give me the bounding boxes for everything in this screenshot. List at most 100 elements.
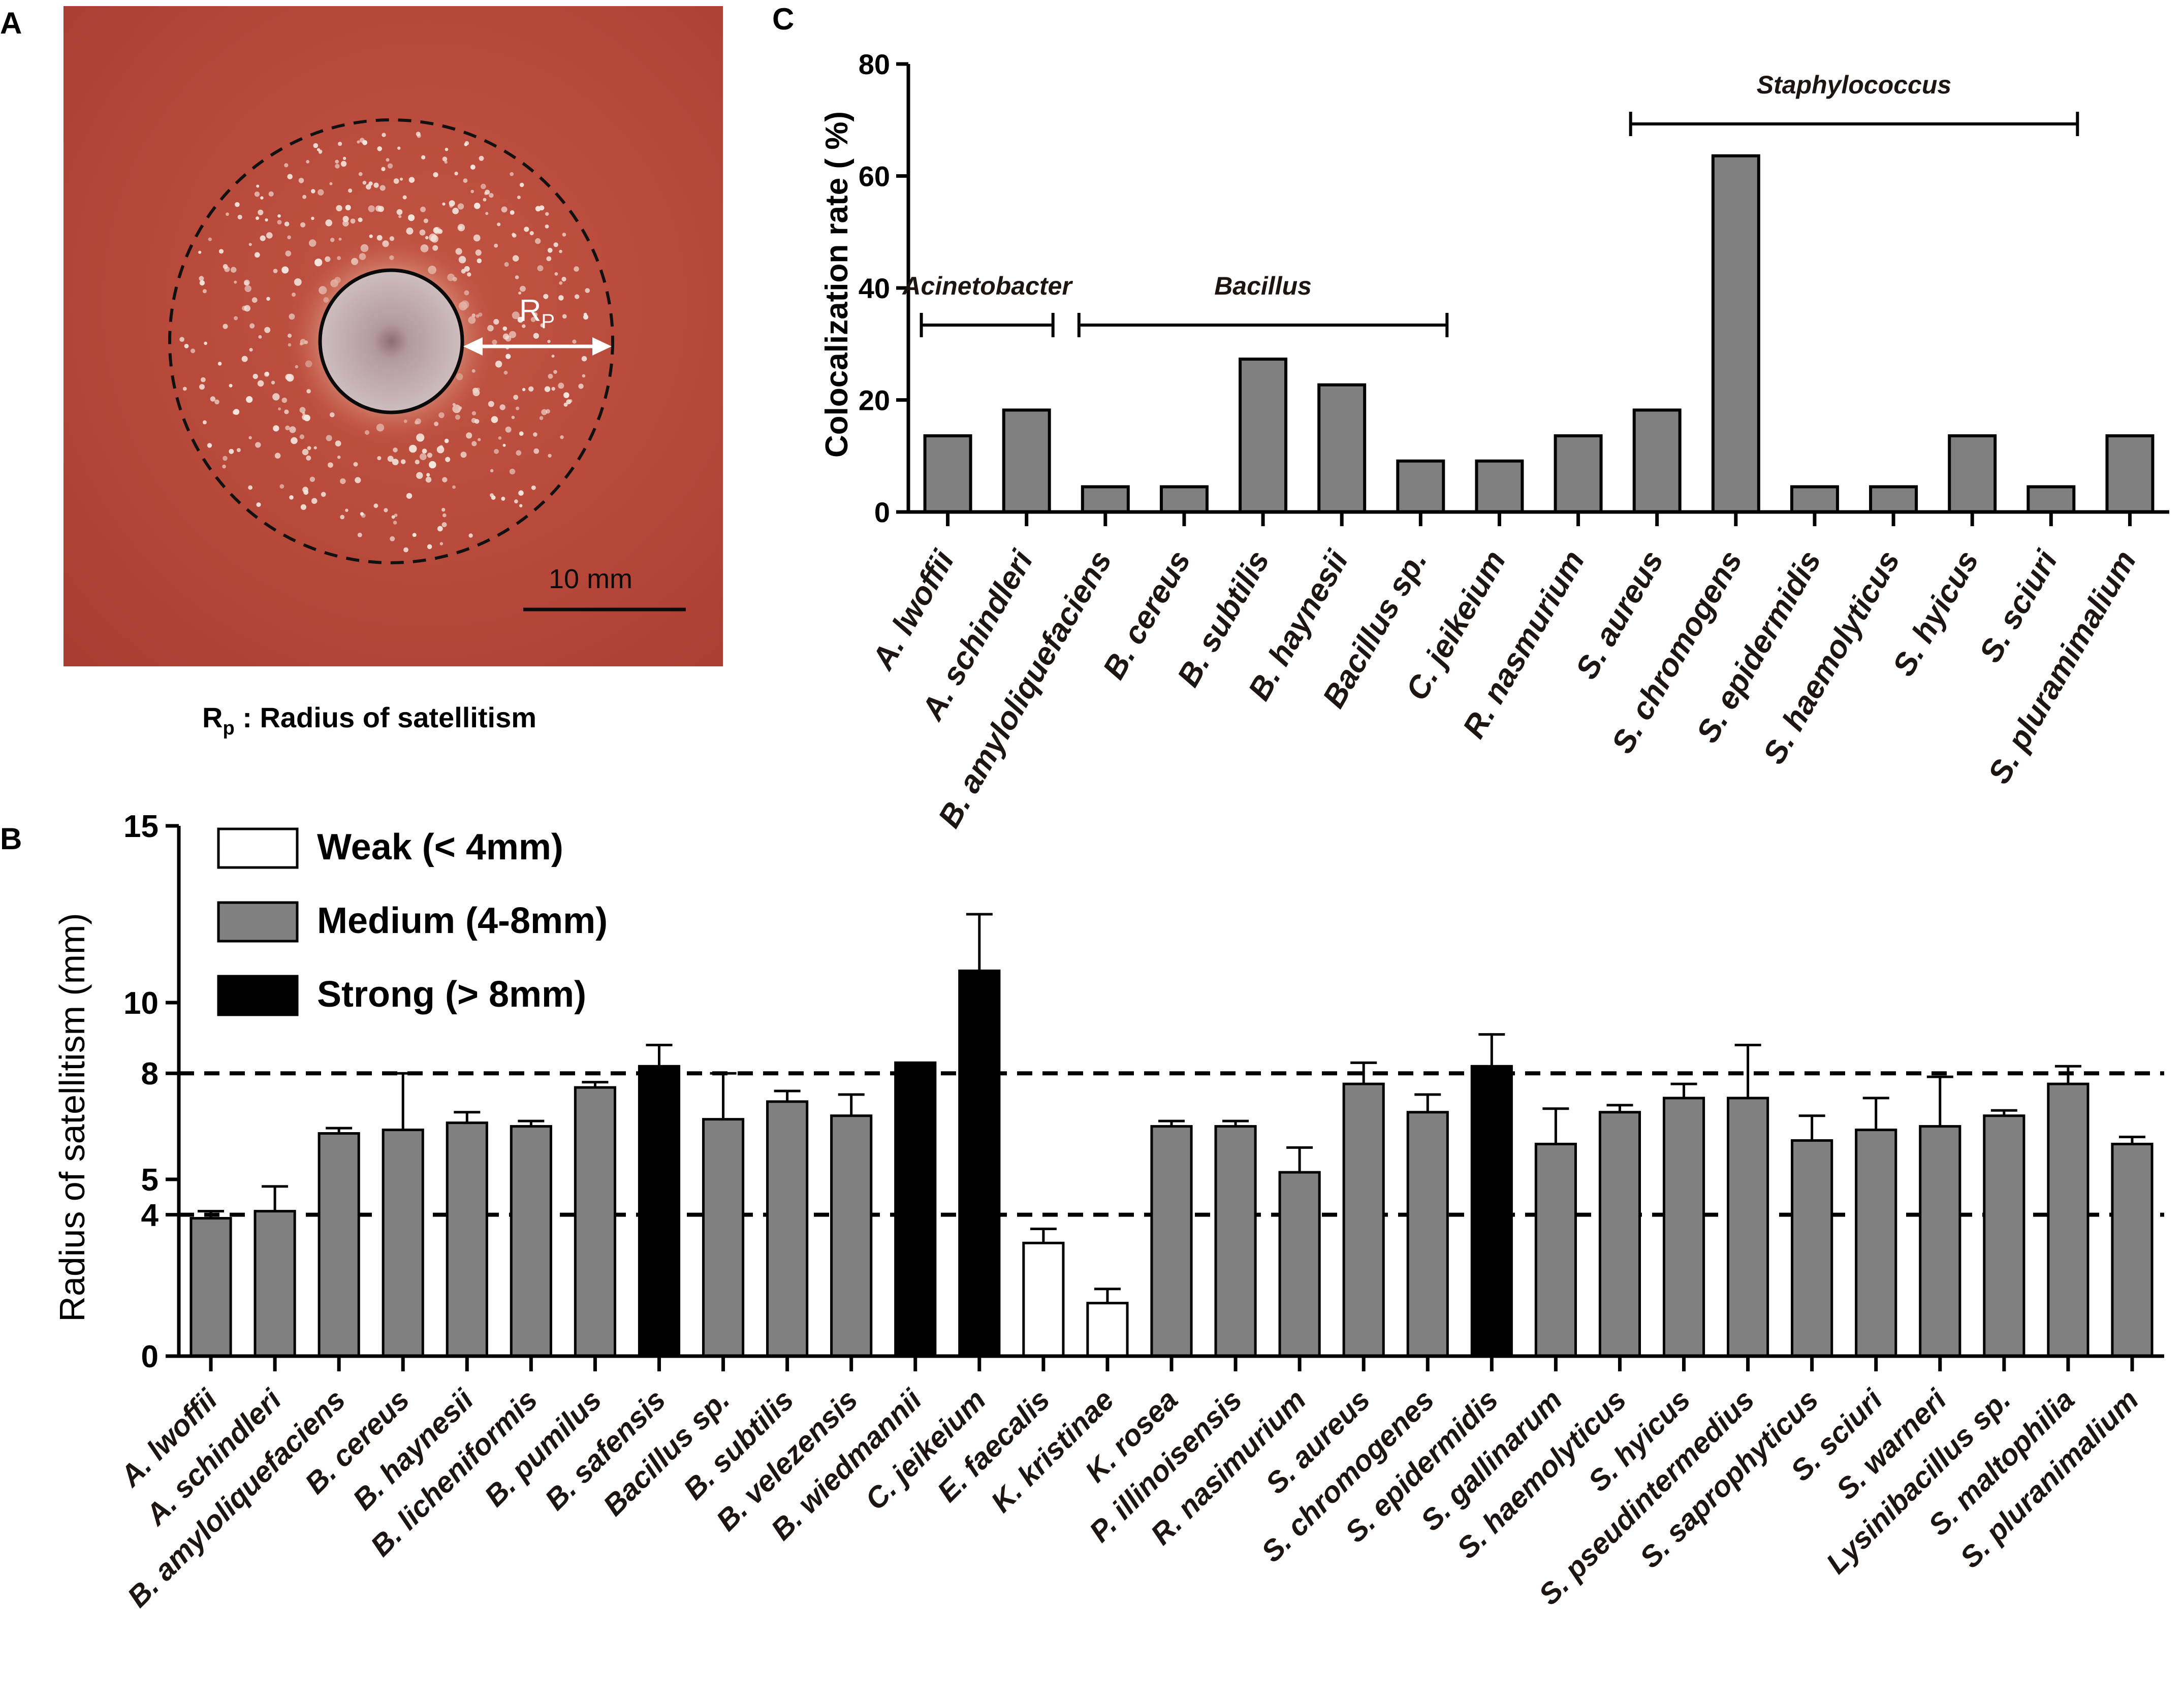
bar-b-e-faecalis <box>1022 1241 1065 1358</box>
bar-b-s-warneri <box>1919 1125 1961 1358</box>
satellite-colony-dot <box>373 182 379 188</box>
satellite-colony-dot <box>522 324 526 328</box>
satellite-colony-dot <box>442 513 447 518</box>
satellite-colony-dot <box>510 210 515 215</box>
panel-b-y-tick-label: 15 <box>123 809 159 844</box>
satellite-colony-dot <box>198 250 202 254</box>
satellite-colony-dot <box>397 146 401 150</box>
satellite-colony-dot <box>522 388 526 392</box>
panel-c-x-tick-label: S. pluramimalium <box>1981 545 2143 790</box>
satellite-colony-dot <box>244 279 250 286</box>
panel-c-y-axis-title: Colocalization rate ( %) <box>819 111 854 458</box>
satellite-colony-dot <box>256 502 261 507</box>
group-label-bacillus: Bacillus <box>1214 272 1312 300</box>
satellite-colony-dot <box>470 189 474 194</box>
satellite-colony-dot <box>273 425 279 432</box>
satellitism-boundary <box>168 118 614 564</box>
panel-a-caption: Rp : Radius of satellitism <box>202 701 536 739</box>
bar-c-s-sciuri <box>2027 485 2076 514</box>
satellite-colony-dot <box>498 436 502 440</box>
satellite-colony-dot <box>535 238 541 244</box>
satellite-colony-dot <box>504 262 509 267</box>
bar-b-r-nasimurium <box>1278 1171 1321 1358</box>
satellite-colony-dot <box>184 344 189 348</box>
satellite-colony-dot <box>300 504 307 510</box>
satellite-colony-dot <box>360 512 364 516</box>
bar-c-b-cereus <box>1159 485 1209 514</box>
satellite-colony-dot <box>574 266 579 272</box>
satellite-colony-dot <box>517 196 521 199</box>
satellite-colony-dot <box>350 218 356 224</box>
satellite-colony-dot <box>284 163 289 168</box>
panel-c-letter: C <box>772 2 794 36</box>
satellite-colony-dot <box>258 335 262 339</box>
bar-b-b-wiedmannii <box>894 1061 937 1358</box>
satellite-colony-dot <box>224 266 230 272</box>
satellite-colony-dot <box>444 160 448 164</box>
satellite-colony-dot <box>325 219 332 227</box>
satellite-colony-dot <box>218 249 224 254</box>
satellite-colony-dot <box>391 515 395 519</box>
panel-c-y-tick-label: 40 <box>859 272 890 304</box>
satellite-colony-dot <box>548 454 552 458</box>
panel-b-y-tick-label: 4 <box>141 1198 159 1233</box>
satellite-colony-dot <box>563 402 568 407</box>
satellite-colony-dot <box>302 411 305 415</box>
satellite-colony-dot <box>489 193 494 198</box>
panel-b: B Radius of satellitism (mm) 0 45 8 10 15 A.… <box>0 809 2164 1614</box>
satellite-colony-dot <box>373 503 378 508</box>
satellite-colony-dot <box>463 178 468 183</box>
satellite-colony-dot <box>358 172 363 176</box>
satellite-colony-dot <box>400 459 406 464</box>
satellite-colony-dot <box>499 404 505 410</box>
satellite-colony-dot <box>503 370 508 375</box>
satellite-colony-dot <box>561 276 566 282</box>
bar-b-b-velezensis <box>830 1114 873 1358</box>
satellite-colony-dot <box>348 188 353 193</box>
satellite-colony-dot <box>393 447 398 453</box>
satellite-colony-dot <box>513 395 519 400</box>
satellite-colony-dot <box>303 490 309 495</box>
rp-arrow-head-right <box>592 337 612 356</box>
bar-b-s-epidermidis <box>1470 1065 1513 1358</box>
satellite-colony-dot <box>421 155 426 159</box>
bar-c-s-epidermidis <box>1790 485 1839 514</box>
satellite-colony-dot <box>235 202 240 207</box>
satellite-colony-dot <box>355 477 361 484</box>
satellite-colony-dot <box>529 231 534 236</box>
panel-c-y-tick-label: 0 <box>874 496 890 528</box>
satellite-colony-dot <box>342 156 346 160</box>
satellite-colony-dot <box>191 348 196 354</box>
satellite-colony-dot <box>248 243 252 246</box>
legend-label-weak: Weak (< 4mm) <box>317 827 563 868</box>
bar-b-b-licheniformis <box>510 1125 552 1358</box>
satellite-colony-dot <box>502 443 506 447</box>
satellite-colony-dot <box>539 416 544 420</box>
satellite-colony-dot <box>246 396 253 403</box>
satellite-colony-dot <box>302 195 307 199</box>
satellite-colony-dot <box>260 196 264 200</box>
satellite-colony-dot <box>256 216 259 220</box>
satellite-colony-dot <box>321 492 326 497</box>
satellite-colony-dot <box>285 425 290 431</box>
panel-b-legend: Weak (< 4mm) Medium (4-8mm) Strong (> 8mm) <box>217 827 608 1016</box>
panel-b-letter: B <box>0 822 22 856</box>
satellite-colony-dot <box>311 189 315 194</box>
satellite-colony-dot <box>234 316 238 320</box>
satellite-colony-dot <box>481 183 486 189</box>
satellite-colony-dot <box>403 547 408 553</box>
rp-label: RP <box>519 294 555 333</box>
satellite-colony-dot <box>345 205 351 211</box>
satellite-colony-dot <box>510 172 514 176</box>
satellite-colony-dot <box>559 281 563 285</box>
satellite-colony-dot <box>340 515 345 520</box>
satellite-colony-dot <box>520 285 526 292</box>
bar-b-b-subtilis <box>766 1100 809 1358</box>
bar-b-b-amyloliquefaciens <box>318 1132 360 1358</box>
satellite-colony-dot <box>449 204 453 208</box>
satellite-colony-dot <box>381 167 386 171</box>
satellite-colony-dot <box>377 146 382 151</box>
bar-b-k-kristinae <box>1086 1302 1129 1358</box>
satellite-colony-dot <box>517 316 524 323</box>
satellite-colony-dot <box>313 143 319 148</box>
